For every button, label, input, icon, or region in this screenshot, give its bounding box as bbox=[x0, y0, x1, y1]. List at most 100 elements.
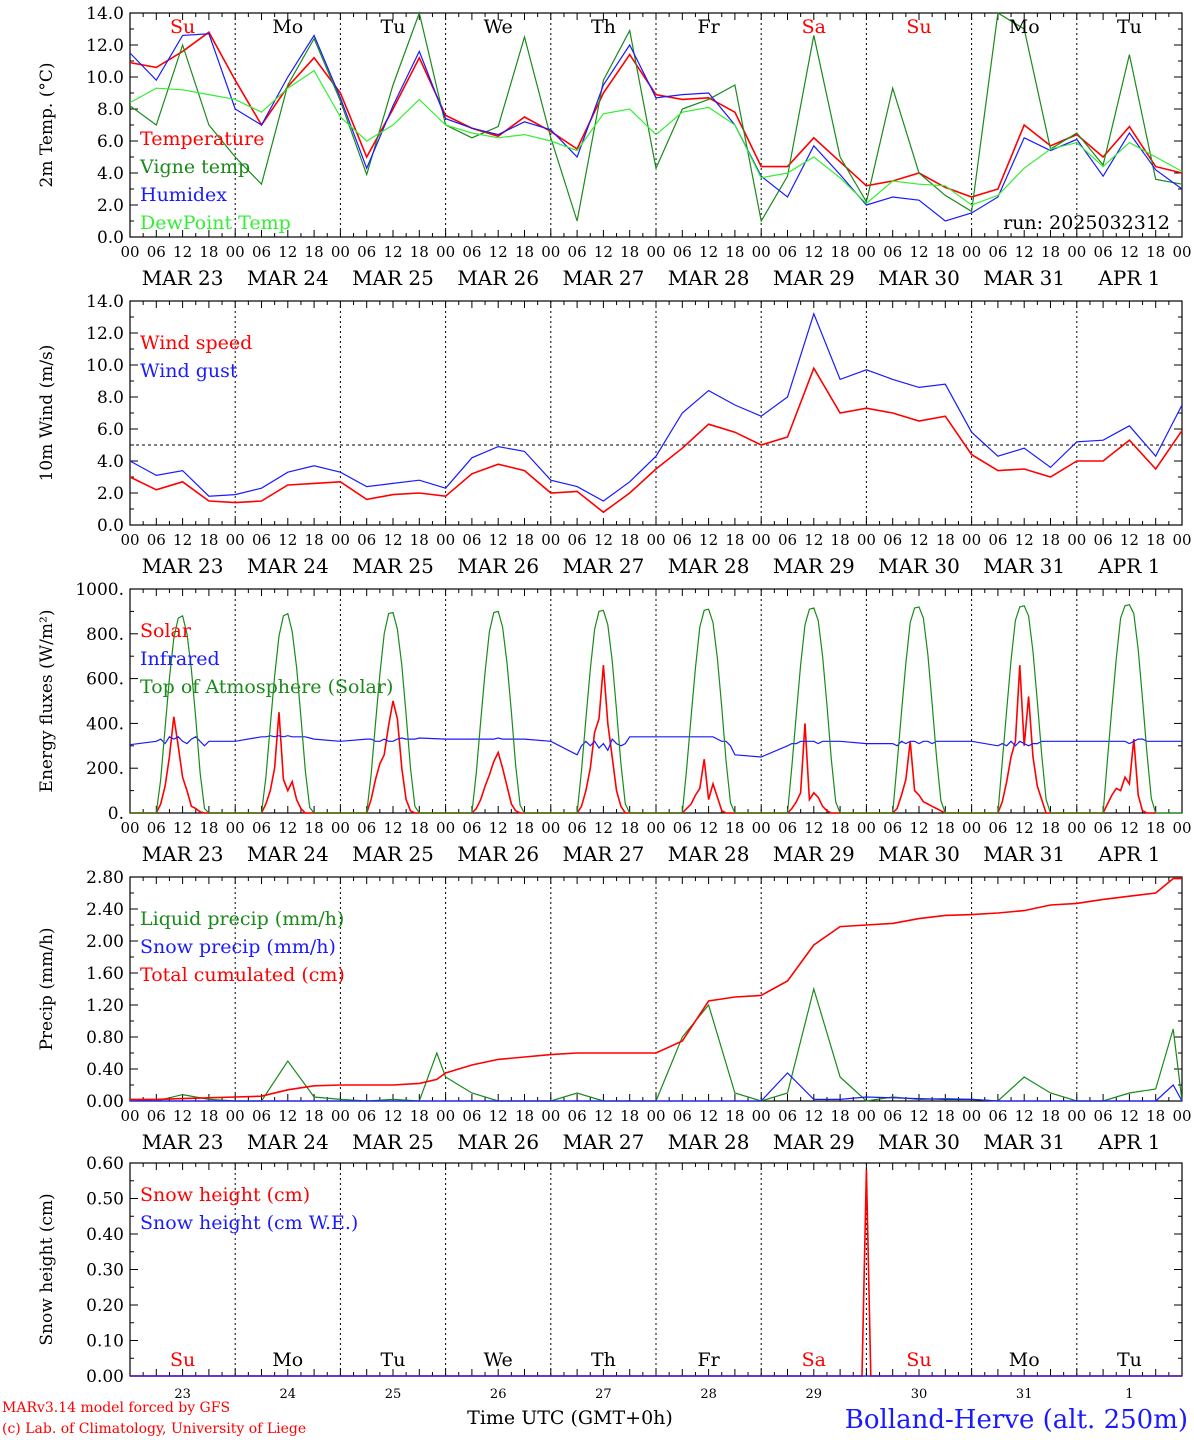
legend-entry: Vigne temp bbox=[139, 156, 250, 178]
hour-tick-label: 00 bbox=[962, 819, 981, 837]
hour-tick-label: 12 bbox=[909, 531, 928, 549]
series-liquid-precip-mm-h bbox=[129, 986, 1183, 1102]
hour-tick-label: 00 bbox=[1067, 243, 1086, 261]
weekday-label: Mo bbox=[272, 1349, 303, 1371]
y-tick-label: 2.0 bbox=[97, 196, 124, 216]
hour-tick-label: 06 bbox=[357, 819, 376, 837]
hour-tick-label: 06 bbox=[1094, 531, 1113, 549]
hour-tick-label: 18 bbox=[305, 819, 324, 837]
hour-tick-label: 06 bbox=[462, 243, 481, 261]
date-label: MAR 24 bbox=[247, 554, 329, 578]
date-label: MAR 26 bbox=[457, 842, 539, 866]
hour-tick-label: 12 bbox=[383, 1107, 402, 1125]
hour-tick-label: 06 bbox=[147, 1107, 166, 1125]
hour-tick-label: 12 bbox=[1015, 243, 1034, 261]
hour-tick-label: 06 bbox=[778, 819, 797, 837]
hour-tick-label: 06 bbox=[357, 243, 376, 261]
date-label: MAR 25 bbox=[352, 554, 434, 578]
hour-tick-label: 18 bbox=[515, 819, 534, 837]
hour-tick-label: 00 bbox=[1172, 1107, 1191, 1125]
y-tick-label: 600. bbox=[86, 670, 124, 690]
hour-tick-label: 18 bbox=[831, 531, 850, 549]
y-tick-label: 14.0 bbox=[86, 4, 124, 24]
hour-tick-label: 00 bbox=[646, 531, 665, 549]
day-number-label: 25 bbox=[385, 1387, 402, 1402]
y-tick-label: 2.00 bbox=[86, 932, 124, 952]
hour-tick-label: 00 bbox=[646, 819, 665, 837]
hour-tick-label: 06 bbox=[778, 243, 797, 261]
hour-tick-label: 06 bbox=[462, 819, 481, 837]
hour-tick-label: 12 bbox=[489, 243, 508, 261]
weekday-label: Mo bbox=[1009, 1349, 1040, 1371]
date-label: APR 1 bbox=[1097, 554, 1160, 578]
hour-tick-label: 12 bbox=[1120, 1107, 1139, 1125]
date-label: MAR 30 bbox=[878, 842, 960, 866]
hour-tick-label: 12 bbox=[909, 1107, 928, 1125]
date-label: MAR 23 bbox=[142, 266, 224, 290]
hour-tick-label: 06 bbox=[673, 819, 692, 837]
hour-tick-label: 12 bbox=[909, 819, 928, 837]
hour-tick-label: 06 bbox=[252, 1107, 271, 1125]
hour-tick-label: 00 bbox=[331, 819, 350, 837]
hour-tick-label: 06 bbox=[988, 819, 1007, 837]
y-tick-label: 1000. bbox=[75, 580, 124, 600]
date-label: MAR 30 bbox=[878, 554, 960, 578]
hour-tick-label: 12 bbox=[804, 1107, 823, 1125]
hour-tick-label: 18 bbox=[1146, 819, 1165, 837]
hour-tick-label: 06 bbox=[147, 819, 166, 837]
hour-tick-label: 18 bbox=[199, 1107, 218, 1125]
weekday-label: Fr bbox=[697, 16, 720, 38]
panel-5: 0.00 0.10 0.20 0.30 0.40 0.50 0.60 Snow height … bbox=[37, 1154, 1183, 1402]
date-label: MAR 27 bbox=[563, 1130, 645, 1154]
hour-tick-label: 00 bbox=[541, 243, 560, 261]
hour-tick-label: 00 bbox=[331, 1107, 350, 1125]
series-wind-speed bbox=[129, 366, 1183, 514]
hour-tick-label: 18 bbox=[1041, 531, 1060, 549]
hour-tick-label: 06 bbox=[252, 531, 271, 549]
date-label: APR 1 bbox=[1097, 1130, 1160, 1154]
date-label: MAR 28 bbox=[668, 554, 750, 578]
date-label: MAR 26 bbox=[457, 1130, 539, 1154]
series-total-cumulated-cm bbox=[130, 877, 1182, 1101]
hour-tick-label: 06 bbox=[673, 1107, 692, 1125]
hour-tick-label: 00 bbox=[857, 243, 876, 261]
hour-tick-label: 12 bbox=[804, 531, 823, 549]
weekday-label: We bbox=[484, 1349, 513, 1371]
hour-tick-label: 12 bbox=[489, 1107, 508, 1125]
date-label: MAR 31 bbox=[983, 842, 1065, 866]
hour-tick-label: 18 bbox=[725, 819, 744, 837]
hour-tick-label: 00 bbox=[226, 531, 245, 549]
hour-tick-label: 18 bbox=[1041, 243, 1060, 261]
hour-tick-label: 00 bbox=[436, 243, 455, 261]
y-tick-label: 2.40 bbox=[86, 900, 124, 920]
hour-tick-label: 18 bbox=[1041, 1107, 1060, 1125]
hour-tick-label: 00 bbox=[857, 531, 876, 549]
hour-tick-label: 06 bbox=[357, 1107, 376, 1125]
model-credit: MARv3.14 model forced by GFS bbox=[2, 1400, 230, 1416]
day-number-label: 26 bbox=[490, 1387, 507, 1402]
hour-tick-label: 18 bbox=[831, 243, 850, 261]
hour-tick-label: 06 bbox=[1094, 243, 1113, 261]
legend-entry: Snow precip (mm/h) bbox=[140, 936, 336, 958]
hour-tick-label: 12 bbox=[1015, 1107, 1034, 1125]
hour-tick-label: 12 bbox=[489, 819, 508, 837]
hour-tick-label: 00 bbox=[541, 531, 560, 549]
hour-tick-label: 00 bbox=[1172, 243, 1191, 261]
hour-tick-label: 18 bbox=[199, 531, 218, 549]
date-label: MAR 25 bbox=[352, 266, 434, 290]
weekday-label: Fr bbox=[697, 1349, 720, 1371]
legend-entry: Snow height (cm W.E.) bbox=[140, 1212, 358, 1234]
weekday-label: Su bbox=[170, 1349, 195, 1371]
y-tick-label: 0.60 bbox=[86, 1154, 124, 1174]
hour-tick-label: 18 bbox=[515, 243, 534, 261]
hour-tick-label: 00 bbox=[962, 531, 981, 549]
weekday-label: Tu bbox=[381, 16, 406, 38]
date-label: MAR 31 bbox=[983, 266, 1065, 290]
hour-tick-label: 00 bbox=[1067, 531, 1086, 549]
y-tick-label: 0.40 bbox=[86, 1225, 124, 1245]
panel-2: 0.0 2.0 4.0 6.0 8.0 10.0 12.0 14.0 10m Wind (m/s… bbox=[37, 292, 1192, 578]
legend-entry: Top of Atmosphere (Solar) bbox=[140, 676, 393, 698]
hour-tick-label: 00 bbox=[331, 531, 350, 549]
hour-tick-label: 12 bbox=[1120, 243, 1139, 261]
